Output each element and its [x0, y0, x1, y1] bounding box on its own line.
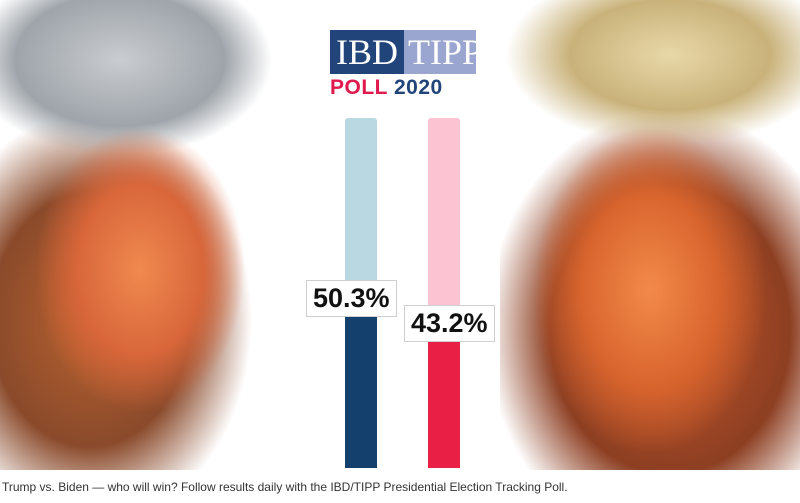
value-label-trump: 43.2%	[404, 304, 495, 342]
bar-trump	[428, 316, 460, 468]
logo-tipp-text: TIPP	[404, 30, 482, 74]
ibd-tipp-poll-logo: IBD TIPP POLL 2020	[330, 30, 482, 100]
logo-ibd-text: IBD	[330, 30, 404, 74]
value-label-biden: 50.3%	[306, 279, 397, 317]
image-caption: Trump vs. Biden — who will win? Follow r…	[2, 480, 568, 494]
biden-portrait	[0, 0, 300, 470]
logo-year-text: 2020	[393, 76, 443, 99]
poll-bar-chart: 50.3%43.2%	[306, 118, 495, 468]
value-label-text-biden: 50.3%	[306, 279, 397, 317]
bar-biden	[345, 291, 377, 468]
value-label-text-trump: 43.2%	[404, 304, 495, 342]
trump-portrait	[500, 0, 800, 470]
logo-poll-text: POLL	[330, 76, 388, 99]
poll-figure: IBD TIPP POLL 2020 50.3% 43.2%	[0, 0, 800, 470]
